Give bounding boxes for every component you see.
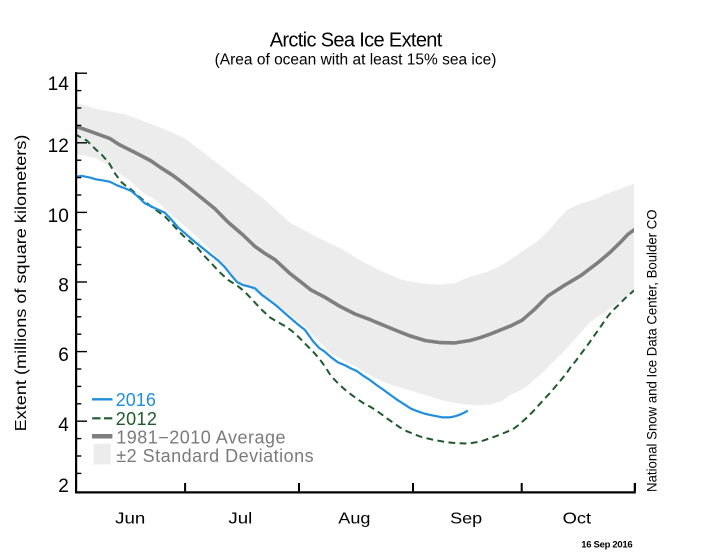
svg-text:(Area of ocean with at least 1: (Area of ocean with at least 15% sea ice… bbox=[215, 52, 497, 69]
svg-text:±2 Standard Deviations: ±2 Standard Deviations bbox=[116, 446, 314, 466]
svg-text:1981−2010 Average: 1981−2010 Average bbox=[116, 427, 286, 447]
svg-text:14: 14 bbox=[48, 74, 70, 95]
svg-text:Jul: Jul bbox=[228, 510, 252, 527]
svg-text:Sep: Sep bbox=[450, 510, 482, 527]
svg-text:4: 4 bbox=[58, 415, 69, 436]
svg-text:6: 6 bbox=[58, 345, 69, 366]
svg-text:12: 12 bbox=[48, 136, 69, 157]
svg-text:2012: 2012 bbox=[116, 409, 158, 429]
svg-text:10: 10 bbox=[48, 206, 69, 227]
svg-text:Arctic Sea Ice Extent: Arctic Sea Ice Extent bbox=[270, 29, 443, 51]
svg-text:16 Sep 2016: 16 Sep 2016 bbox=[581, 539, 633, 550]
svg-text:Extent (millions of square kil: Extent (millions of square kilometers) bbox=[13, 135, 30, 432]
svg-text:2016: 2016 bbox=[116, 390, 156, 410]
svg-text:2: 2 bbox=[58, 476, 69, 497]
svg-text:National Snow and Ice Data Cen: National Snow and Ice Data Center, Bould… bbox=[645, 209, 660, 492]
svg-text:Jun: Jun bbox=[115, 510, 145, 527]
svg-text:8: 8 bbox=[58, 276, 69, 297]
svg-text:Oct: Oct bbox=[563, 510, 592, 527]
svg-text:Aug: Aug bbox=[338, 510, 370, 527]
